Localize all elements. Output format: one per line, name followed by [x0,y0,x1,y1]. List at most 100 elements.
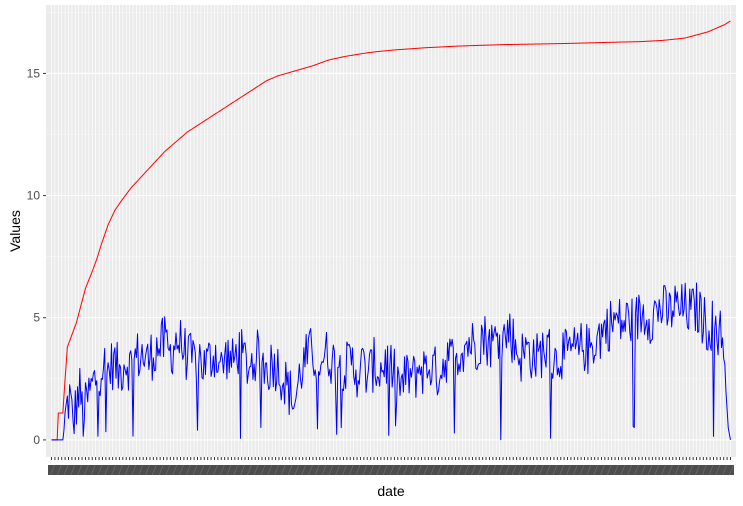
x-tick-label-stroke [145,464,150,476]
x-tick-labels-overlapped [48,465,734,475]
x-tick-label-stroke [443,464,449,476]
x-tick-label-stroke [518,464,524,476]
x-tick-label-stroke [355,464,361,476]
x-tick-label-stroke [640,464,646,476]
x-tick-label-stroke [70,464,76,476]
x-tick-label-stroke [654,464,660,476]
x-tick-label-stroke [287,464,293,476]
x-tick-label-stroke [430,464,436,476]
x-tick-label-stroke [267,464,273,476]
y-axis-title: Values [7,210,23,252]
x-tick-label-stroke [423,464,429,476]
y-tick-label: 10 [27,189,41,203]
x-tick-label-stroke [511,464,517,476]
x-tick-label-stroke [606,464,612,476]
x-tick-label-stroke [389,464,395,476]
x-tick-label-stroke [471,464,476,476]
x-tick-label-stroke [124,464,130,476]
x-tick-label-stroke [688,464,694,476]
x-axis-ticks [48,457,734,476]
x-tick-label-stroke [63,464,69,476]
x-tick-label-stroke [104,464,110,476]
x-tick-label-stroke [396,464,402,476]
x-tick-label-stroke [668,464,673,476]
x-tick-label-stroke [437,464,442,476]
x-tick-label-stroke [328,464,334,476]
x-tick-label-stroke [260,464,266,476]
x-tick-label-stroke [280,464,286,476]
x-tick-label-stroke [321,464,327,476]
x-tick-label-stroke [294,464,300,476]
x-tick-label-stroke [681,464,687,476]
x-tick-label-stroke [131,464,137,476]
x-tick-label-stroke [274,464,279,476]
x-tick-label-stroke [498,464,504,476]
y-tick-label: 5 [33,311,40,325]
x-tick-label-stroke [165,464,171,476]
x-tick-label-stroke [484,464,490,476]
x-tick-label-stroke [416,464,422,476]
x-tick-label-stroke [701,464,707,476]
x-tick-label-stroke [233,464,239,476]
series-line-2 [51,282,731,441]
x-tick-label-stroke [335,464,341,476]
x-tick-label-stroke [600,464,605,476]
x-tick-label-stroke [226,464,232,476]
y-axis-ticks: 0 5 10 15 [27,66,46,447]
x-tick-label-stroke [97,464,103,476]
x-tick-label-stroke [634,464,639,476]
x-tick-label-stroke [219,464,225,476]
x-tick-label-stroke [253,464,259,476]
x-tick-label-stroke [477,464,483,476]
x-tick-label-stroke [247,464,252,476]
x-tick-label-stroke [84,464,89,476]
x-tick-label-stroke [179,464,184,476]
y-tick-label: 0 [33,433,40,447]
x-tick-label-stroke [532,464,537,476]
x-tick-label-stroke [403,464,408,476]
x-tick-label-stroke [525,464,531,476]
x-tick-label-stroke [240,464,246,476]
x-tick-label-stroke [50,464,55,476]
x-tick-label-stroke [661,464,666,476]
x-tick-label-stroke [77,464,83,476]
x-tick-label-stroke [314,464,320,476]
series-layer [51,20,731,441]
x-tick-label-stroke [138,464,144,476]
x-tick-label-stroke [538,464,544,476]
x-tick-label-stroke [579,464,585,476]
x-tick-label-stroke [613,464,619,476]
x-tick-label-stroke [708,464,714,476]
x-tick-label-stroke [158,464,164,476]
x-tick-label-stroke [409,464,415,476]
x-tick-label-stroke [118,464,123,476]
x-tick-label-stroke [213,464,218,476]
x-tick-label-stroke [450,464,456,476]
x-tick-label-stroke [572,464,578,476]
x-tick-label-stroke [695,464,700,476]
x-tick-label-stroke [647,464,653,476]
x-tick-label-stroke [192,464,198,476]
x-tick-label-stroke [199,464,205,476]
x-tick-label-stroke [627,464,633,476]
x-tick-label-stroke [185,464,191,476]
y-tick-label: 15 [27,66,41,80]
x-tick-label-stroke [308,464,313,476]
x-tick-label-stroke [729,464,734,476]
x-tick-label-stroke [348,464,354,476]
x-tick-label-stroke [566,464,571,476]
x-tick-label-stroke [464,464,470,476]
series-line-1 [51,20,731,441]
x-tick-label-stroke [206,464,212,476]
x-axis-title: date [377,483,404,499]
x-tick-label-stroke [301,464,307,476]
x-tick-label-stroke [90,464,96,476]
x-tick-label-stroke [674,464,680,476]
x-tick-label-stroke [722,464,728,476]
x-tick-label-stroke [545,464,551,476]
x-tick-label-stroke [620,464,626,476]
x-tick-label-stroke [505,464,510,476]
x-tick-label-stroke [457,464,463,476]
x-tick-label-stroke [586,464,592,476]
